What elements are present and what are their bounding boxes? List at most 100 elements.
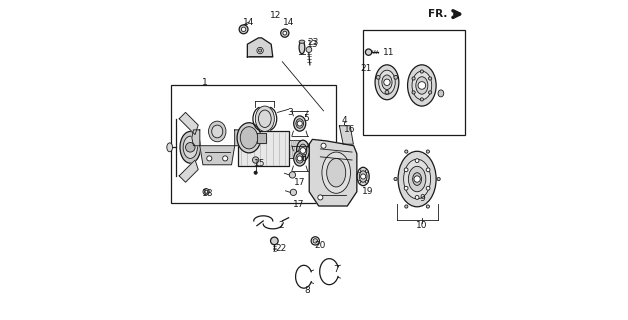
Ellipse shape (183, 136, 197, 158)
Circle shape (313, 239, 318, 243)
Text: 1: 1 (202, 78, 207, 87)
Circle shape (420, 70, 423, 73)
Circle shape (426, 168, 430, 172)
Bar (238, 132, 289, 166)
Text: 6: 6 (300, 154, 306, 163)
Text: 21: 21 (360, 63, 372, 73)
Ellipse shape (180, 132, 200, 163)
Ellipse shape (408, 166, 426, 192)
Circle shape (359, 170, 361, 172)
Circle shape (254, 171, 257, 174)
Circle shape (426, 205, 430, 208)
Circle shape (394, 76, 398, 79)
Circle shape (404, 186, 408, 190)
Text: 2: 2 (278, 220, 283, 229)
Text: FR.: FR. (428, 9, 448, 19)
Text: 10: 10 (416, 220, 428, 229)
Circle shape (257, 47, 263, 54)
Polygon shape (235, 130, 242, 146)
Ellipse shape (167, 143, 173, 152)
Ellipse shape (259, 110, 271, 127)
Circle shape (360, 174, 365, 179)
Ellipse shape (359, 171, 367, 182)
Circle shape (420, 98, 423, 101)
Circle shape (437, 178, 440, 180)
Ellipse shape (296, 154, 303, 163)
Circle shape (207, 156, 212, 161)
Circle shape (239, 25, 248, 34)
Circle shape (415, 159, 419, 163)
Text: 20: 20 (314, 241, 325, 250)
Text: 5: 5 (303, 114, 309, 123)
Text: 17: 17 (293, 200, 305, 209)
Ellipse shape (375, 65, 399, 100)
Text: 17: 17 (294, 178, 305, 187)
Circle shape (259, 49, 262, 52)
Circle shape (404, 150, 408, 153)
Polygon shape (257, 133, 266, 142)
Text: 18: 18 (202, 189, 214, 198)
Circle shape (359, 180, 361, 183)
Polygon shape (179, 112, 198, 135)
Polygon shape (247, 38, 273, 57)
Circle shape (290, 189, 296, 196)
Polygon shape (200, 146, 235, 165)
Circle shape (415, 196, 419, 199)
Ellipse shape (438, 90, 444, 97)
Text: 7: 7 (333, 265, 339, 274)
Text: 22: 22 (275, 244, 286, 253)
Ellipse shape (296, 140, 309, 161)
Circle shape (428, 77, 431, 80)
Ellipse shape (404, 159, 431, 199)
Circle shape (297, 156, 302, 161)
Text: 9: 9 (419, 194, 425, 203)
Text: 23: 23 (308, 38, 319, 47)
Circle shape (297, 121, 302, 126)
Circle shape (203, 188, 209, 195)
Ellipse shape (416, 77, 428, 94)
Text: 15: 15 (254, 159, 266, 168)
Circle shape (185, 142, 195, 152)
Ellipse shape (322, 152, 350, 193)
Polygon shape (339, 126, 354, 144)
Circle shape (321, 143, 326, 148)
Circle shape (404, 168, 408, 172)
Text: 4: 4 (342, 116, 347, 125)
Circle shape (384, 79, 390, 85)
Ellipse shape (208, 121, 226, 142)
Circle shape (412, 91, 415, 94)
Bar (363, 30, 465, 135)
Bar (289, 140, 301, 158)
Circle shape (426, 186, 430, 190)
Circle shape (252, 157, 259, 163)
Circle shape (426, 150, 430, 153)
Text: 14: 14 (283, 18, 295, 27)
Text: 14: 14 (243, 18, 255, 27)
Circle shape (290, 172, 296, 178)
Ellipse shape (256, 106, 274, 132)
Ellipse shape (357, 167, 369, 186)
Circle shape (376, 76, 380, 79)
Circle shape (241, 27, 246, 32)
Circle shape (283, 31, 287, 35)
Circle shape (404, 205, 408, 208)
Ellipse shape (413, 173, 421, 185)
Ellipse shape (299, 40, 305, 43)
Ellipse shape (294, 151, 306, 166)
Circle shape (271, 237, 278, 245)
Text: 8: 8 (305, 285, 310, 295)
Polygon shape (309, 140, 357, 206)
Text: 16: 16 (344, 125, 355, 134)
Ellipse shape (299, 144, 307, 157)
Circle shape (418, 82, 426, 89)
Ellipse shape (212, 125, 223, 138)
Polygon shape (179, 160, 198, 182)
Text: 12: 12 (270, 11, 281, 20)
Circle shape (414, 176, 420, 182)
Ellipse shape (379, 70, 395, 94)
Circle shape (306, 47, 311, 52)
Text: 11: 11 (383, 48, 394, 57)
Circle shape (365, 49, 372, 55)
Circle shape (412, 77, 415, 80)
Circle shape (318, 195, 323, 200)
